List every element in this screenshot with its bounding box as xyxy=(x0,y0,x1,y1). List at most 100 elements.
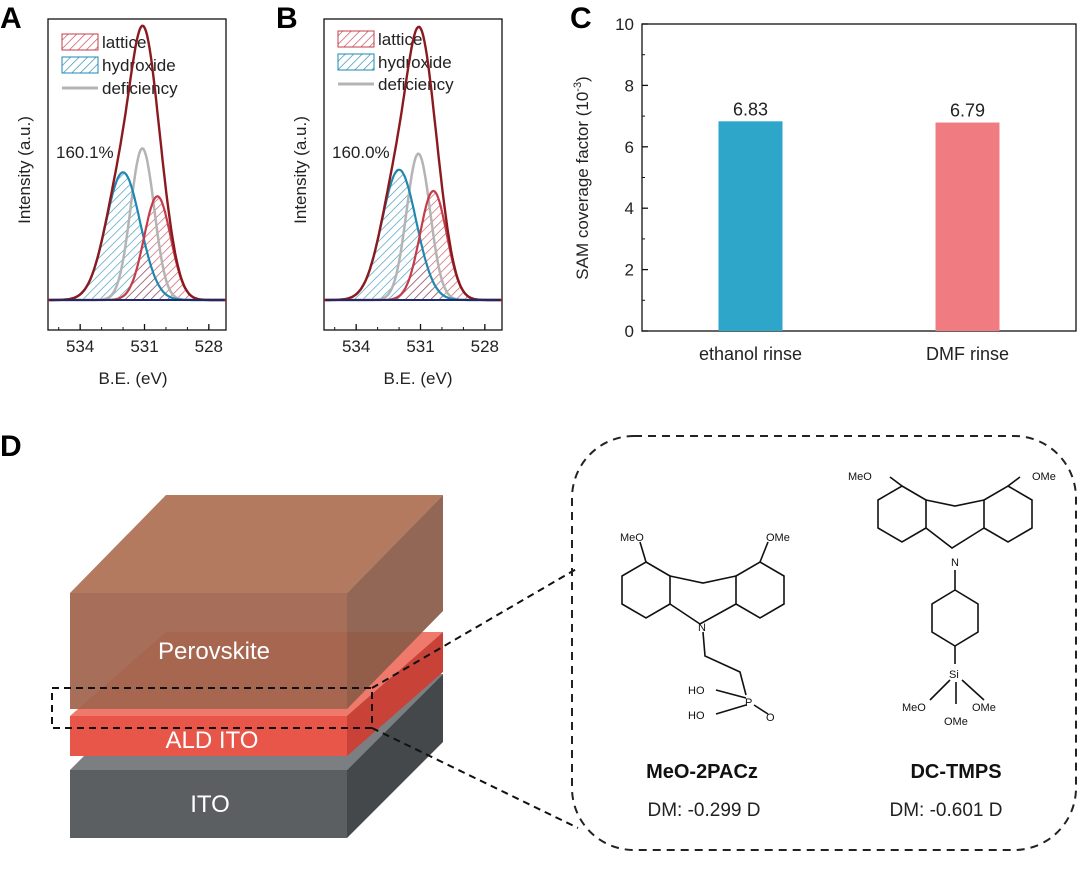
panel-a-legend: lattice hydroxide deficiency xyxy=(61,33,178,98)
panel-c-ytick-label: 2 xyxy=(625,261,634,280)
panel-a-peak-fill-lattice xyxy=(48,196,226,300)
panel-b-legend: lattice hydroxide deficiency xyxy=(337,30,454,94)
dc-tmps-structure xyxy=(877,476,1033,704)
molecule-name-meo-2pacz: MeO-2PACz xyxy=(646,761,758,783)
carbazole-n-bonds xyxy=(669,603,737,625)
molecule-dm-meo-2pacz: DM: -0.299 D xyxy=(648,800,761,821)
ito-side-face xyxy=(347,674,443,838)
methoxy-bond-right xyxy=(759,541,769,563)
panel-c-ytick-label: 6 xyxy=(625,138,634,157)
panel-a-percentage: 160.1% xyxy=(56,143,114,162)
panel-b-peak-fill-lattice xyxy=(324,190,502,300)
perovskite-side-face xyxy=(347,495,443,709)
left-benzene-ring xyxy=(877,485,927,543)
left-benzene-ring xyxy=(621,561,671,619)
ald-ito-side-face xyxy=(347,632,443,756)
legend-label-hydroxide: hydroxide xyxy=(378,53,452,72)
ylabel-sup: -3 xyxy=(572,82,584,92)
bar-series: 0 2 4 6 8 10 6.83 ethanol rinse 6.79 DMF rinse xyxy=(615,15,1077,364)
ald-ito-label: ALD ITO xyxy=(166,727,259,754)
category-label: ethanol rinse xyxy=(699,344,802,364)
right-benzene-ring xyxy=(735,561,785,619)
atom-meo: MeO xyxy=(902,702,926,714)
panel-a-plot-frame xyxy=(47,18,227,331)
atom-ome-1: OMe xyxy=(972,702,996,714)
panel-b-envelope xyxy=(324,25,502,302)
legend-swatch-hydroxide xyxy=(61,56,99,74)
atom-p: P xyxy=(745,697,752,709)
atom-meo-left: MeO xyxy=(620,532,644,544)
panel-a-ylabel: Intensity (a.u.) xyxy=(15,116,34,224)
bar-value-label: 6.83 xyxy=(733,99,768,119)
panel-c-label: C xyxy=(570,2,592,35)
legend-swatch-hydroxide xyxy=(337,53,375,71)
panel-b-percentage: 160.0% xyxy=(332,143,390,162)
atom-n: N xyxy=(698,622,706,634)
ito-label: ITO xyxy=(190,791,230,818)
bar-panel-c: C SAM coverage factor (10-3) 0 2 4 6 8 10 6.83… xyxy=(570,2,1077,364)
meo-2pacz-structure xyxy=(621,541,785,715)
atom-meo-left: MeO xyxy=(848,471,872,483)
panel-b-ylabel: Intensity (a.u.) xyxy=(291,116,310,224)
p-o-double-bond xyxy=(753,704,769,715)
carbazole-cc-bond xyxy=(669,575,737,584)
atom-n: N xyxy=(951,557,959,569)
carbazole-n-bonds xyxy=(925,527,985,549)
panel-b-xlabel: B.E. (eV) xyxy=(384,369,453,388)
perovskite-top-face xyxy=(70,495,443,593)
atom-ome-right: OMe xyxy=(766,532,790,544)
panel-a-xtick-label: 531 xyxy=(130,337,158,356)
legend-label-lattice: lattice xyxy=(102,33,146,52)
molecule-inset-box xyxy=(571,435,1077,851)
ylabel-tail: ) xyxy=(573,76,592,82)
panel-a-xtick-label: 534 xyxy=(66,337,94,356)
methoxy-bond-right xyxy=(1007,476,1021,487)
perovskite-front-face xyxy=(70,593,347,709)
si-ome-bond-2 xyxy=(961,679,985,701)
ito-front-face xyxy=(70,770,347,838)
panel-b-xtick-label: 531 xyxy=(406,337,434,356)
legend-label-hydroxide: hydroxide xyxy=(102,56,176,75)
zoom-line-bottom xyxy=(371,727,579,829)
panel-a-xtick-label: 528 xyxy=(195,337,223,356)
perovskite-layer: Perovskite xyxy=(70,495,443,709)
atom-ome-2: OMe xyxy=(944,716,968,728)
molecule-name-dc-tmps: DC-TMPS xyxy=(910,761,1001,783)
ethyl-chain xyxy=(702,631,747,696)
carbazole-cc-bond xyxy=(925,499,985,507)
panel-b-xtick-label: 534 xyxy=(342,337,370,356)
perovskite-label: Perovskite xyxy=(158,638,270,665)
panel-c-ytick-label: 8 xyxy=(625,76,634,95)
p-oh-bond-1 xyxy=(715,689,747,699)
panel-b-peak-fill-hydroxide xyxy=(324,169,502,300)
panel-c-ylabel: SAM coverage factor (10-3) xyxy=(572,76,592,279)
atom-si: Si xyxy=(949,669,959,681)
ylabel-main: SAM coverage factor (10 xyxy=(573,92,592,280)
zoom-region-box xyxy=(51,687,373,729)
panel-c-ytick-label: 0 xyxy=(625,322,634,341)
panel-b-label: B xyxy=(276,2,298,35)
right-benzene-ring xyxy=(983,485,1033,543)
panel-c-ytick-label: 4 xyxy=(625,199,634,218)
panel-b-xtick-label: 528 xyxy=(471,337,499,356)
bar-ethanol-rinse xyxy=(718,121,783,331)
atom-ho-1: HO xyxy=(688,685,705,697)
legend-label-deficiency: deficiency xyxy=(102,79,178,98)
legend-swatch-lattice xyxy=(337,30,375,48)
bar-value-label: 6.79 xyxy=(950,101,985,121)
xps-panel-a: A Intensity (a.u.) B.E. (eV) 160.1% latt… xyxy=(0,2,227,388)
methoxy-bond-left xyxy=(889,476,903,487)
atom-ome-right: OMe xyxy=(1032,471,1056,483)
legend-swatch-lattice xyxy=(61,33,99,51)
bar-dmf-rinse xyxy=(935,122,1000,331)
methoxy-bond-left xyxy=(639,541,647,563)
legend-label-deficiency: deficiency xyxy=(378,75,454,94)
panel-a-label: A xyxy=(0,2,22,35)
panel-a-xlabel: B.E. (eV) xyxy=(99,369,168,388)
atom-o: O xyxy=(766,712,775,724)
panel-c-plot-frame xyxy=(641,23,1077,332)
device-schematic-d: D ITO ALD ITO Perovskite xyxy=(0,430,1077,851)
panel-c-ytick-label: 10 xyxy=(615,15,634,34)
panel-b-plot-frame xyxy=(323,18,503,331)
